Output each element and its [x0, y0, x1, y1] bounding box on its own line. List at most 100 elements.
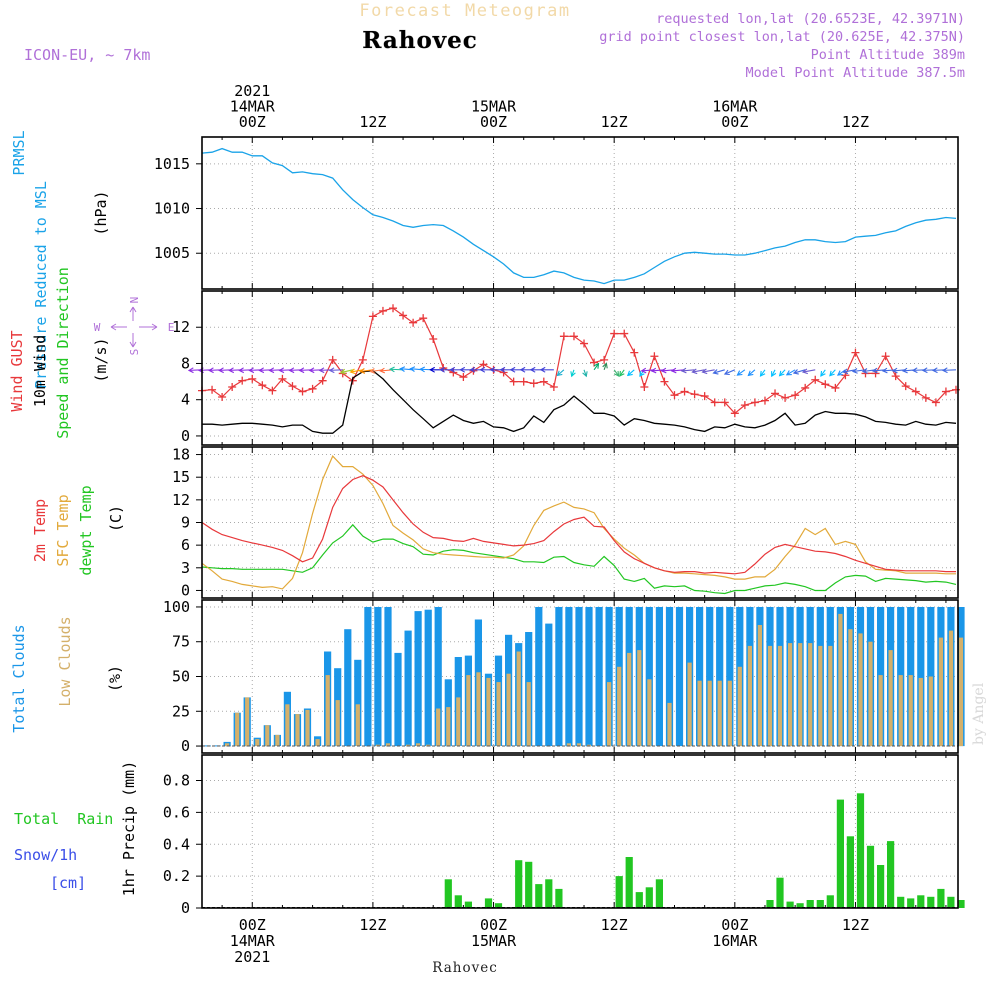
compass-w: W — [94, 321, 101, 334]
wind-arrow-head — [449, 366, 456, 373]
wind-arrow-head — [921, 367, 928, 374]
low-clouds-bar — [788, 643, 793, 746]
gust-point-marker — [781, 393, 790, 402]
wind-arrow-head — [509, 366, 516, 373]
wind-arrow-head — [723, 369, 730, 376]
low-clouds-bar — [647, 679, 652, 747]
low-clouds-bar — [416, 743, 421, 747]
wind-direction-arrow — [724, 369, 736, 375]
wind-arrow-head — [298, 367, 305, 374]
rain-bar — [535, 884, 543, 908]
low-clouds-bar — [385, 743, 391, 747]
wind-arrow-head — [901, 367, 908, 374]
y-tick-label: 6 — [181, 536, 190, 554]
bottom-time-label: 12Z — [601, 916, 628, 934]
gust-point-marker — [409, 318, 418, 327]
low-clouds-bar — [697, 680, 702, 747]
y-tick-label: 0 — [181, 899, 190, 917]
total-clouds-bar — [344, 629, 352, 746]
wind-direction-arrow — [748, 369, 756, 376]
y-tick-label: 3 — [181, 559, 190, 577]
wind-arrow-head — [459, 366, 466, 373]
wind-arrow-head — [792, 369, 799, 375]
gust-point-marker — [218, 392, 227, 401]
low-clouds-bar — [335, 700, 340, 746]
y-tick-label: 15 — [172, 468, 190, 486]
wind-arrow-head — [851, 368, 858, 374]
wind-direction-arrow — [852, 369, 866, 373]
gust-point-marker — [509, 377, 518, 386]
wind-direction-arrow — [779, 369, 786, 377]
gust-point-marker — [368, 312, 377, 321]
low-clouds-bar — [727, 680, 732, 747]
low-clouds-bar — [426, 744, 431, 747]
gust-point-marker — [881, 352, 890, 361]
requested-coords: requested lon,lat (20.6523E, 42.3971N) — [656, 11, 965, 27]
total-clouds-bar — [696, 607, 704, 747]
top-time-label: 2021 — [234, 82, 270, 100]
gust-point-marker — [288, 382, 297, 391]
rain-bar — [545, 879, 553, 908]
point-altitude: Point Altitude 389m — [811, 47, 965, 63]
low-clouds-bar — [737, 666, 742, 747]
wind-arrow-head — [829, 370, 835, 377]
wind-arrow-head — [388, 366, 395, 373]
rain-bar — [615, 876, 623, 908]
bottom-time-label: 2021 — [234, 948, 270, 966]
y-tick-label: 25 — [172, 702, 190, 720]
wind-direction-arrow — [593, 363, 599, 371]
wind-arrow-head — [712, 369, 719, 375]
gust-point-marker — [208, 385, 217, 394]
wind-arrow-head — [489, 366, 496, 373]
y-tick-label: 1005 — [154, 244, 190, 262]
total-clouds-bar — [655, 607, 663, 747]
gust-point-marker — [760, 396, 769, 405]
low-clouds-bar — [235, 712, 240, 747]
y-tick-label: 50 — [172, 668, 190, 686]
y-tick-label: 0 — [181, 737, 190, 755]
rain-bar — [525, 861, 533, 908]
total-clouds-bar — [575, 607, 583, 747]
wind-direction-arrow — [692, 369, 705, 373]
axis-label: (C) — [107, 505, 125, 532]
wind-arrow-head — [570, 371, 576, 378]
wind-direction-arrow — [627, 369, 635, 376]
total-clouds-bar — [354, 659, 362, 746]
y-tick-label: 1010 — [154, 200, 190, 218]
wind-arrow-head — [836, 370, 843, 376]
gust-point-marker — [459, 373, 468, 382]
low-clouds-bar — [265, 725, 270, 747]
rain-bar — [454, 895, 462, 909]
wind-arrow-head — [288, 367, 295, 374]
panel-border — [201, 136, 959, 290]
low-clouds-bar — [476, 672, 481, 746]
gust-point-marker — [358, 355, 367, 364]
low-clouds-bar — [868, 641, 873, 746]
wind-arrow-head — [619, 370, 625, 377]
gust-point-marker — [228, 383, 237, 392]
low-clouds-bar — [406, 744, 411, 747]
gust-point-marker — [670, 391, 679, 400]
top-time-label: 00Z — [721, 113, 748, 131]
wind-arrow-head — [626, 370, 633, 377]
total-clouds-bar — [565, 607, 573, 747]
bottom-time-label: 00Z — [480, 916, 507, 934]
gust-point-marker — [248, 374, 257, 383]
total-clouds-bar — [665, 607, 674, 747]
rain-bar — [806, 900, 814, 908]
y-tick-label: 12 — [172, 318, 190, 336]
model-label: ICON-EU, ~ 7km — [24, 46, 150, 64]
axis-label: 2m Temp — [31, 499, 49, 562]
wind-arrow-head — [747, 370, 754, 377]
gust-point-marker — [610, 329, 619, 338]
y-tick-label: 0 — [181, 581, 190, 599]
axis-label: (hPa) — [92, 190, 110, 235]
gust-point-marker — [740, 401, 749, 410]
low-clouds-bar — [637, 650, 642, 747]
y-tick-label: 18 — [172, 446, 190, 464]
rain-bar — [917, 895, 925, 909]
series-sfc-temp-line — [201, 455, 956, 590]
rain-bar — [635, 892, 643, 908]
rain-bar — [515, 860, 523, 908]
